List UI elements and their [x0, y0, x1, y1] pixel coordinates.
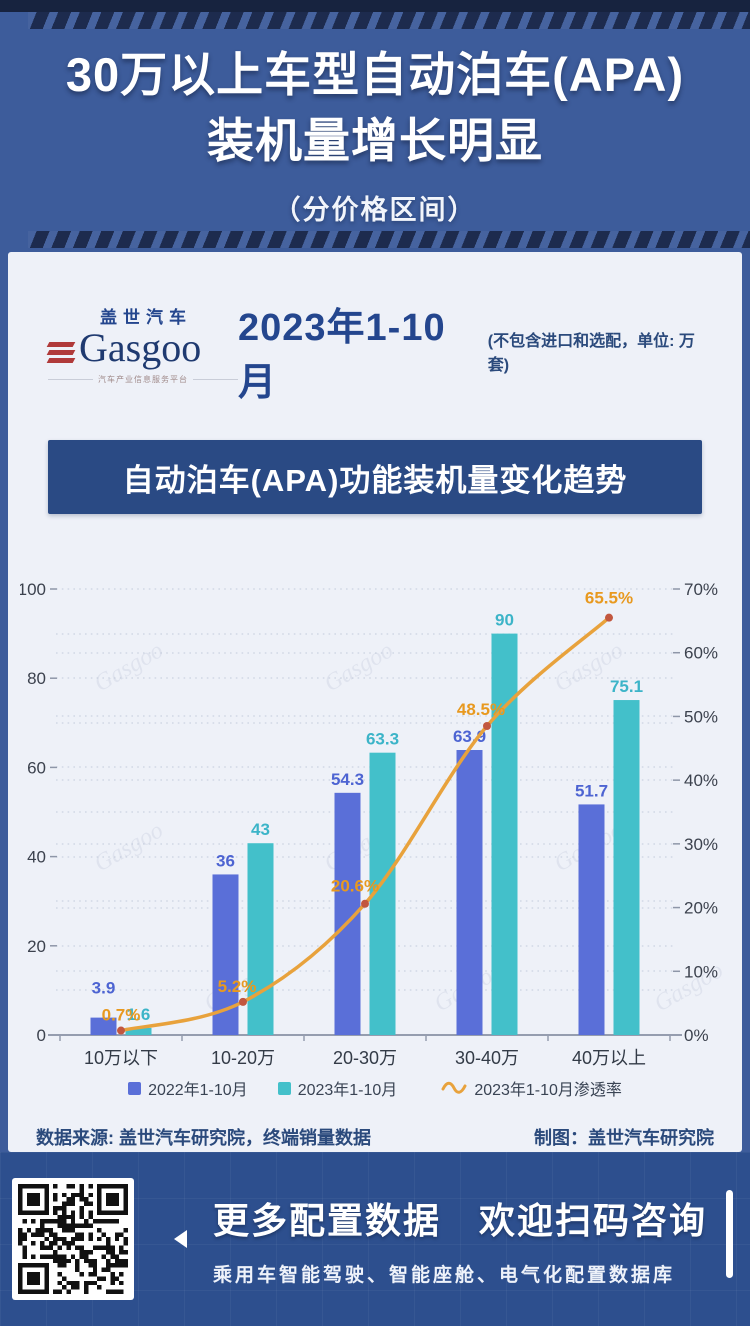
page-title: 30万以上车型自动泊车(APA) 装机量增长明显 — [0, 42, 750, 174]
svg-text:100: 100 — [20, 580, 46, 599]
footer-subtitle: 乘用车智能驾驶、智能座舱、电气化配置数据库 — [213, 1264, 676, 1286]
period-block: 2023年1-10月 (不包含进口和选配，单位: 万套) — [238, 296, 708, 406]
scrollbar-thumb[interactable] — [726, 1190, 733, 1278]
svg-text:80: 80 — [27, 669, 46, 688]
data-source: 数据来源: 盖世汽车研究院，终端销量数据 — [36, 1128, 371, 1148]
svg-text:0: 0 — [37, 1026, 46, 1045]
svg-text:20: 20 — [27, 937, 46, 956]
gasgoo-logo: 盖世汽车 Gasgoo 汽车产业信息服务平台 — [46, 303, 238, 385]
svg-text:90: 90 — [495, 611, 514, 630]
legend-item: 2022年1-10月 — [128, 1076, 248, 1100]
legend-item: 2023年1-10月 — [277, 1076, 397, 1100]
svg-text:3.9: 3.9 — [92, 979, 116, 998]
svg-text:1.6: 1.6 — [127, 1005, 151, 1024]
svg-text:20-30万: 20-30万 — [333, 1048, 397, 1068]
stripe-band-bottom — [28, 231, 750, 248]
svg-text:54.3: 54.3 — [331, 770, 364, 789]
svg-text:51.7: 51.7 — [575, 781, 608, 800]
svg-text:63.9: 63.9 — [453, 727, 486, 746]
page-title-line1: 30万以上车型自动泊车(APA) — [65, 48, 685, 101]
svg-text:40: 40 — [27, 848, 46, 867]
stripe-band-top — [28, 12, 750, 29]
footer-text-block: 更多配置数据 欢迎扫码咨询 乘用车智能驾驶、智能座舱、电气化配置数据库 — [213, 1192, 750, 1287]
svg-text:40%: 40% — [684, 771, 718, 790]
legend-swatch-icon — [128, 1081, 142, 1095]
legend-swatch-icon — [277, 1081, 291, 1095]
logo-tagline: 汽车产业信息服务平台 — [48, 374, 238, 385]
qr-code — [12, 1178, 134, 1300]
svg-text:75.1: 75.1 — [610, 677, 643, 696]
svg-text:20.6%: 20.6% — [331, 877, 379, 896]
footer-banner: 更多配置数据 欢迎扫码咨询 乘用车智能驾驶、智能座舱、电气化配置数据库 — [0, 1152, 750, 1326]
svg-text:36: 36 — [216, 851, 235, 870]
svg-text:10-20万: 10-20万 — [211, 1048, 275, 1068]
page-subtitle: （分价格区间） — [273, 195, 477, 225]
chart-title: 自动泊车(APA)功能装机量变化趋势 — [122, 462, 628, 498]
legend-wave-icon — [441, 1081, 467, 1094]
chart-title-banner: 自动泊车(APA)功能装机量变化趋势 — [48, 440, 702, 514]
chart-legend: 2022年1-10月 2023年1-10月 2023年1-10月渗透率 — [8, 1076, 742, 1100]
logo-wordmark: Gasgoo — [79, 325, 202, 370]
svg-text:0.7%: 0.7% — [102, 1006, 141, 1025]
svg-text:10万以下: 10万以下 — [84, 1048, 158, 1068]
page-title-line2: 装机量增长明显 — [207, 114, 543, 167]
svg-text:5.2%: 5.2% — [218, 977, 257, 996]
svg-text:48.5%: 48.5% — [457, 700, 505, 719]
legend-item: 2023年1-10月渗透率 — [441, 1076, 622, 1100]
svg-text:Gasgoo: Gasgoo — [320, 637, 398, 697]
logo-stripes-icon — [46, 341, 76, 363]
footer-title: 更多配置数据 欢迎扫码咨询 — [213, 1199, 708, 1241]
chart: GasgooGasgooGasgooGasgooGasgooGasgooGasg… — [20, 542, 730, 1072]
svg-text:65.5%: 65.5% — [585, 589, 633, 608]
svg-text:20%: 20% — [684, 899, 718, 918]
svg-text:30%: 30% — [684, 835, 718, 854]
left-triangle-icon — [174, 1230, 187, 1248]
content-card: 盖世汽车 Gasgoo 汽车产业信息服务平台 2023年1-10月 (不包含进口… — [8, 252, 742, 1152]
svg-text:10%: 10% — [684, 962, 718, 981]
svg-text:50%: 50% — [684, 707, 718, 726]
svg-text:70%: 70% — [684, 580, 718, 599]
header: 30万以上车型自动泊车(APA) 装机量增长明显 （分价格区间） — [0, 0, 750, 252]
source-row: 数据来源: 盖世汽车研究院，终端销量数据 制图：盖世汽车研究院 — [8, 1124, 742, 1150]
logo-chinese-name: 盖世汽车 — [100, 308, 192, 327]
svg-text:Gasgoo: Gasgoo — [90, 637, 168, 697]
svg-text:30-40万: 30-40万 — [455, 1048, 519, 1068]
header-top-strip — [0, 0, 750, 12]
svg-text:0%: 0% — [684, 1026, 709, 1045]
period-note: (不包含进口和选配，单位: 万套) — [487, 333, 695, 374]
svg-text:60%: 60% — [684, 644, 718, 663]
svg-text:40万以上: 40万以上 — [572, 1048, 646, 1068]
svg-text:43: 43 — [251, 820, 270, 839]
chart-credit: 制图：盖世汽车研究院 — [534, 1128, 714, 1148]
period-title: 2023年1-10月 — [238, 307, 446, 404]
svg-text:60: 60 — [27, 758, 46, 777]
svg-text:63.3: 63.3 — [366, 730, 399, 749]
svg-text:Gasgoo: Gasgoo — [90, 817, 168, 877]
card-header-row: 盖世汽车 Gasgoo 汽车产业信息服务平台 2023年1-10月 (不包含进口… — [8, 252, 742, 406]
